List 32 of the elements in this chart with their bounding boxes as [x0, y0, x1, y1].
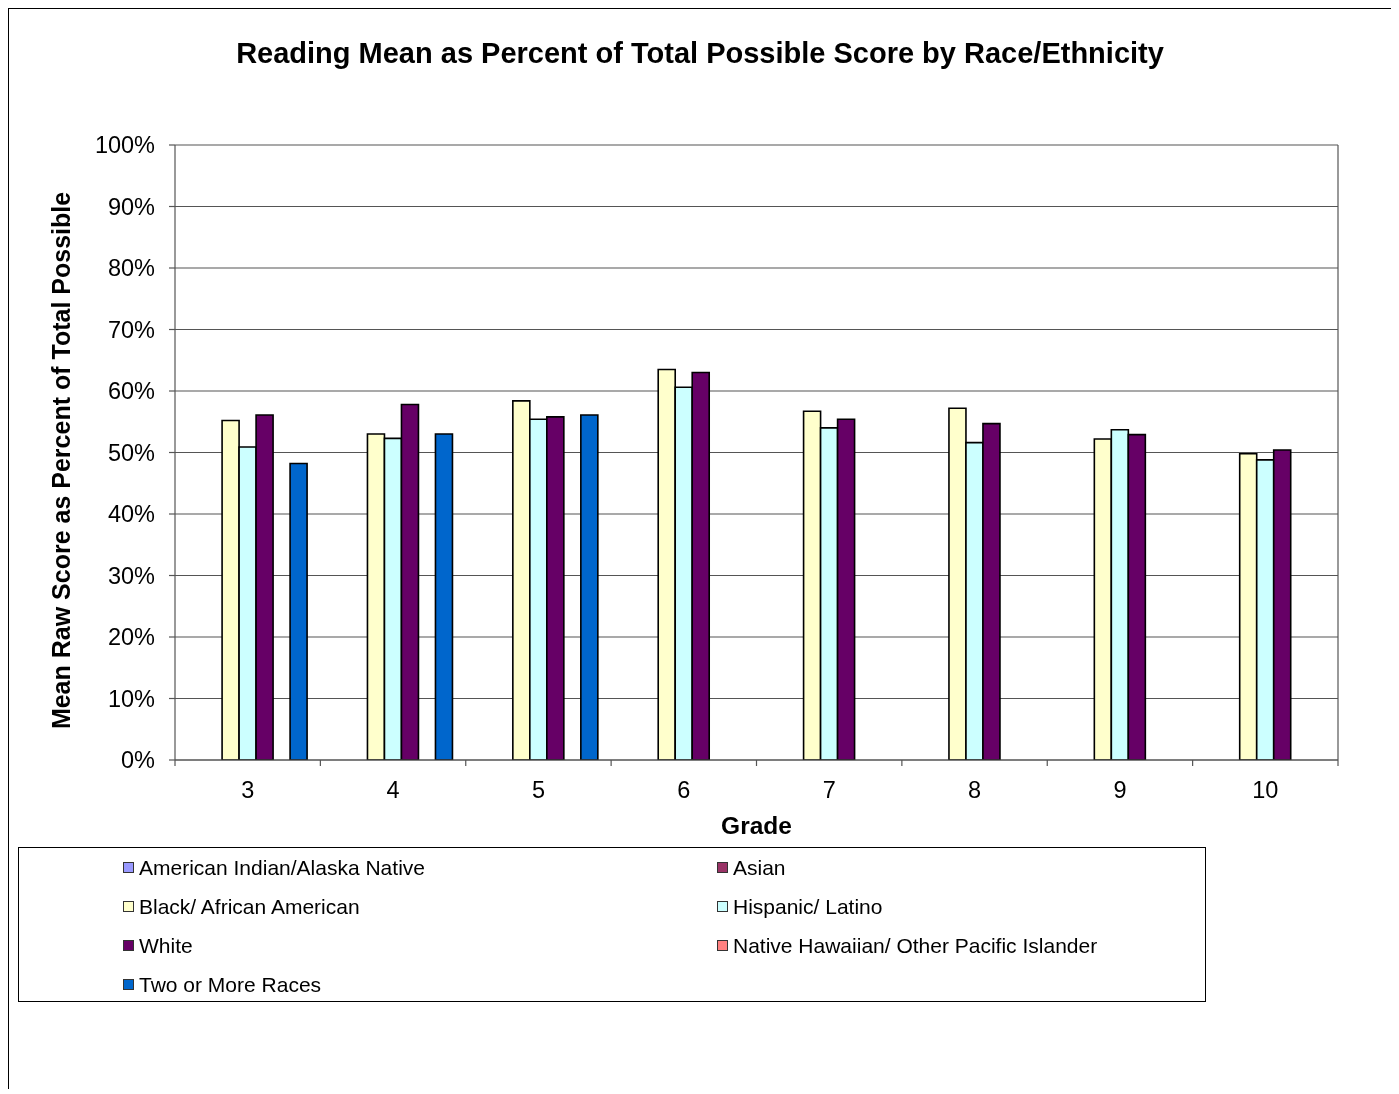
bar: [289, 462, 308, 760]
y-tick-label: 80%: [107, 255, 156, 282]
x-tick-label: 5: [531, 777, 545, 803]
y-tick-label: 90%: [107, 193, 156, 220]
x-tick-label: 8: [968, 777, 982, 803]
x-axis-title: Grade: [721, 812, 792, 839]
y-tick-label: 10%: [107, 685, 156, 712]
y-tick-label: 30%: [107, 562, 156, 589]
y-tick-label: 40%: [107, 501, 156, 528]
legend-label: American Indian/Alaska Native: [139, 855, 425, 880]
legend-label: Black/ African American: [139, 894, 360, 919]
legend-label: Hispanic/ Latino: [733, 894, 883, 919]
legend-label: Two or More Races: [139, 972, 322, 997]
x-tick-label: 10: [1252, 777, 1279, 803]
legend-label: Native Hawaiian/ Other Pacific Islander: [733, 933, 1098, 958]
x-tick-label: 3: [241, 777, 255, 803]
y-tick-label: 70%: [107, 316, 156, 343]
y-tick-label: 20%: [107, 624, 156, 651]
y-tick-label: 50%: [107, 439, 156, 466]
y-tick-label: 100%: [94, 132, 156, 159]
x-tick-label: 7: [822, 777, 836, 803]
x-tick-label: 4: [386, 777, 400, 803]
legend-label: Asian: [733, 855, 786, 880]
legend-label: White: [139, 933, 193, 958]
chart-title: Reading Mean as Percent of Total Possible Score by Race/Ethnicity: [235, 37, 1165, 70]
y-axis-title: Mean Raw Score as Percent of Total Possible: [47, 191, 75, 730]
bar: [434, 433, 454, 760]
y-tick-label: 60%: [107, 378, 156, 405]
bar: [580, 414, 599, 760]
x-tick-label: 9: [1113, 777, 1127, 803]
x-tick-label: 6: [677, 777, 691, 803]
y-tick-label: 0%: [121, 747, 156, 774]
